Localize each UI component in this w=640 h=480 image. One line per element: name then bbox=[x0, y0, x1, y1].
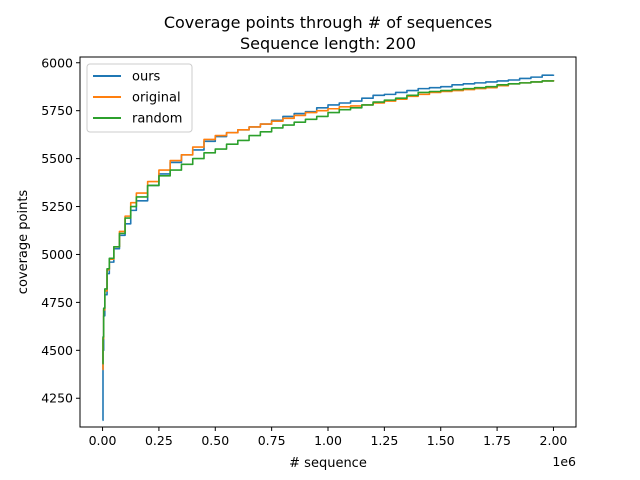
x-axis-offset-label: 1e6 bbox=[552, 454, 576, 469]
y-tick-label: 5250 bbox=[41, 199, 73, 214]
x-tick-label: 1.75 bbox=[483, 433, 511, 448]
chart-subtitle: Sequence length: 200 bbox=[240, 34, 416, 53]
x-tick-label: 1.25 bbox=[370, 433, 398, 448]
legend-box bbox=[86, 63, 193, 133]
y-tick-label: 4500 bbox=[41, 343, 73, 358]
x-tick-label: 0.00 bbox=[89, 433, 117, 448]
y-axis-ticks: 4250 4500 4750 5000 5250 5500 5750 6000 bbox=[41, 55, 80, 406]
legend: ours original random bbox=[86, 63, 193, 133]
y-tick-label: 5750 bbox=[41, 103, 73, 118]
x-tick-label: 1.00 bbox=[314, 433, 342, 448]
y-tick-label: 6000 bbox=[41, 55, 73, 70]
y-tick-label: 4250 bbox=[41, 391, 73, 406]
plot-lines bbox=[102, 74, 555, 422]
series-line-random bbox=[102, 80, 555, 365]
legend-label-random: random bbox=[132, 112, 182, 127]
x-tick-label: 0.75 bbox=[258, 433, 286, 448]
x-tick-label: 1.50 bbox=[427, 433, 455, 448]
x-tick-label: 0.25 bbox=[145, 433, 173, 448]
x-axis-label: # sequence bbox=[289, 456, 367, 471]
x-tick-label: 0.50 bbox=[201, 433, 229, 448]
chart-title: Coverage points through # of sequences bbox=[164, 13, 492, 32]
y-tick-label: 5500 bbox=[41, 151, 73, 166]
y-axis-label: coverage points bbox=[16, 190, 31, 295]
x-tick-label: 2.00 bbox=[540, 433, 568, 448]
legend-label-ours: ours bbox=[132, 70, 161, 85]
y-tick-label: 5000 bbox=[41, 247, 73, 262]
legend-label-original: original bbox=[132, 91, 181, 106]
y-tick-label: 4750 bbox=[41, 295, 73, 310]
x-axis-ticks: 0.00 0.25 0.50 0.75 1.00 1.25 1.50 1.75 2.00 bbox=[89, 427, 568, 448]
